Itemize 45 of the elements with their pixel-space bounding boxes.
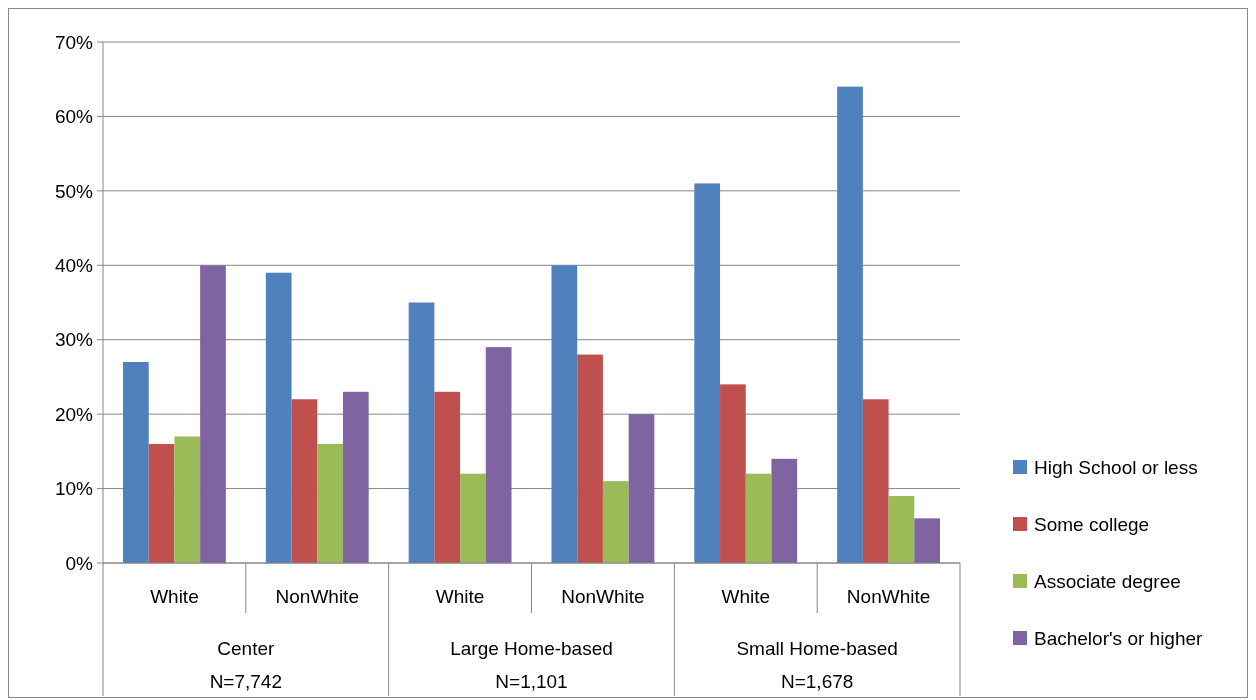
bar — [914, 518, 940, 563]
y-tick-label: 70% — [54, 31, 94, 53]
y-tick-label: 40% — [54, 254, 94, 276]
text: Small Home-based N=1,678 — [736, 637, 898, 692]
y-tick-label: 50% — [54, 180, 94, 202]
x-tick-label: White — [435, 585, 485, 607]
bar — [291, 399, 318, 563]
bar — [342, 391, 369, 563]
y-tick-label: 20% — [54, 403, 94, 425]
x-tick-label: NonWhite — [275, 585, 359, 607]
bar — [551, 265, 578, 563]
legend-label: High School or less — [1034, 456, 1198, 478]
x-tick-label: NonWhite — [846, 585, 931, 607]
x-tick-label: White — [721, 585, 771, 607]
bar — [460, 473, 486, 563]
bar — [123, 362, 149, 563]
y-tick-label: 10% — [54, 478, 94, 500]
bar — [862, 399, 889, 563]
bar — [720, 384, 746, 563]
bar — [602, 481, 629, 563]
bar — [265, 272, 292, 563]
text: Center N=7,742 — [209, 637, 283, 692]
legend-label: Some college — [1034, 513, 1150, 535]
text: Large Home-based N=1,101 — [450, 637, 613, 692]
bar — [485, 347, 512, 563]
bar — [317, 443, 343, 563]
bar — [408, 302, 435, 563]
y-tick-label: 60% — [54, 106, 94, 128]
bar — [577, 354, 603, 563]
legend-label: Bachelor's or higher — [1034, 627, 1204, 649]
bar — [200, 265, 226, 563]
x-tick-label: White — [150, 585, 199, 607]
bar — [888, 496, 915, 563]
bar — [694, 183, 721, 563]
bar — [628, 414, 655, 563]
bar — [148, 443, 175, 563]
bar — [745, 473, 772, 563]
bar — [174, 436, 201, 563]
bar — [434, 391, 461, 563]
y-tick-label: 30% — [54, 329, 94, 351]
legend-label: Associate degree — [1034, 570, 1181, 592]
y-tick-label: 0% — [65, 552, 94, 574]
x-tick-label: NonWhite — [561, 585, 645, 607]
bar — [837, 86, 863, 563]
bar — [771, 458, 798, 563]
